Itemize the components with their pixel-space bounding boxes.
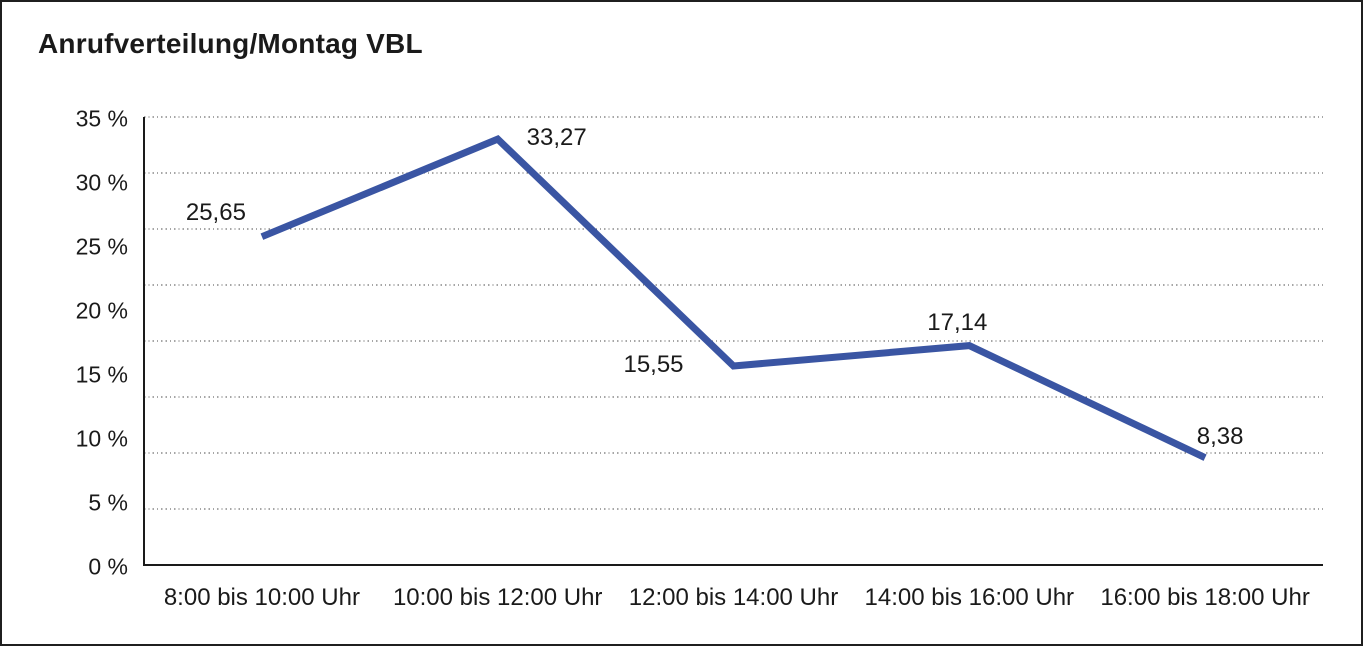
y-axis-label: 20 % — [75, 297, 128, 324]
x-axis-label: 14:00 bis 16:00 Uhr — [864, 584, 1075, 611]
data-label: 25,65 — [185, 198, 246, 226]
y-axis-label: 0 % — [88, 553, 128, 580]
y-axis-label: 15 % — [75, 361, 128, 388]
y-axis-label: 5 % — [88, 489, 128, 516]
data-label: 33,27 — [526, 124, 587, 152]
y-axis-label: 35 % — [75, 105, 128, 132]
y-axis-label: 30 % — [75, 169, 128, 196]
gridlines-layer — [144, 116, 1323, 510]
x-axis-label: 8:00 bis 10:00 Uhr — [163, 584, 360, 611]
y-axis-label: 10 % — [75, 425, 128, 452]
x-axis-label: 12:00 bis 14:00 Uhr — [628, 584, 839, 611]
axes-layer — [143, 117, 1323, 566]
x-axis-label: 16:00 bis 18:00 Uhr — [1100, 584, 1310, 611]
data-label: 17,14 — [927, 308, 988, 336]
series-line — [260, 134, 1207, 461]
y-axis-label: 25 % — [75, 233, 128, 260]
series-line-layer — [260, 134, 1207, 461]
x-axis-label: 10:00 bis 12:00 Uhr — [392, 584, 603, 611]
data-label: 15,55 — [623, 350, 684, 378]
chart-title: Anrufverteilung/Montag VBL — [38, 28, 423, 59]
data-label: 8,38 — [1196, 422, 1244, 450]
